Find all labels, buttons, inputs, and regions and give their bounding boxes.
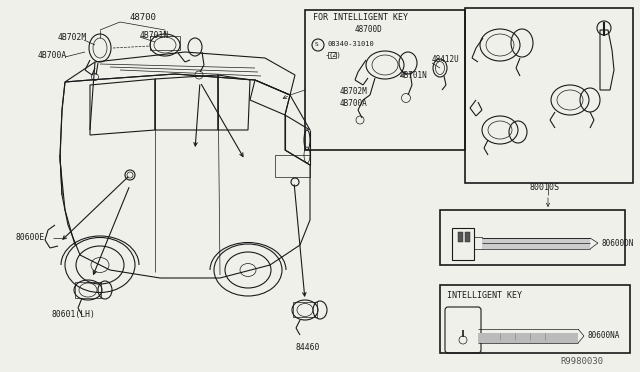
Text: 80600E: 80600E — [15, 234, 44, 243]
Bar — [305, 10, 465, 150]
Text: 4B702M: 4B702M — [340, 87, 368, 96]
Text: 08340-31010: 08340-31010 — [328, 41, 375, 47]
Bar — [293, 302, 317, 317]
Bar — [474, 237, 482, 249]
Bar — [452, 228, 474, 260]
Text: 84460: 84460 — [295, 343, 319, 353]
Text: S: S — [315, 42, 319, 48]
Text: 48700: 48700 — [130, 13, 157, 22]
Bar — [458, 232, 463, 242]
Text: 80601(LH): 80601(LH) — [52, 311, 96, 320]
Text: 48412U: 48412U — [432, 55, 460, 64]
Bar — [328, 52, 336, 58]
Text: 4B702M: 4B702M — [58, 33, 87, 42]
Text: 4B700A: 4B700A — [38, 51, 67, 60]
Bar — [440, 210, 625, 265]
Bar — [482, 238, 590, 249]
Bar — [275, 155, 310, 177]
Text: 80600NA: 80600NA — [587, 331, 620, 340]
Text: INTELLIGENT KEY: INTELLIGENT KEY — [447, 291, 522, 299]
Bar — [478, 333, 578, 343]
Text: 80010S: 80010S — [530, 183, 560, 192]
Text: 4B700A: 4B700A — [340, 99, 368, 108]
Bar — [440, 285, 630, 353]
Bar — [465, 8, 633, 183]
Bar — [75, 282, 101, 298]
Bar — [150, 36, 180, 50]
Text: 4B701N: 4B701N — [140, 31, 169, 39]
Text: 48700D: 48700D — [355, 26, 383, 35]
Text: 4B701N: 4B701N — [400, 71, 428, 80]
Text: (2): (2) — [328, 52, 340, 58]
Text: 80600DN: 80600DN — [601, 238, 634, 247]
Text: R9980030: R9980030 — [560, 357, 603, 366]
Bar — [465, 232, 470, 242]
Text: FOR INTELLIGENT KEY: FOR INTELLIGENT KEY — [313, 13, 408, 22]
